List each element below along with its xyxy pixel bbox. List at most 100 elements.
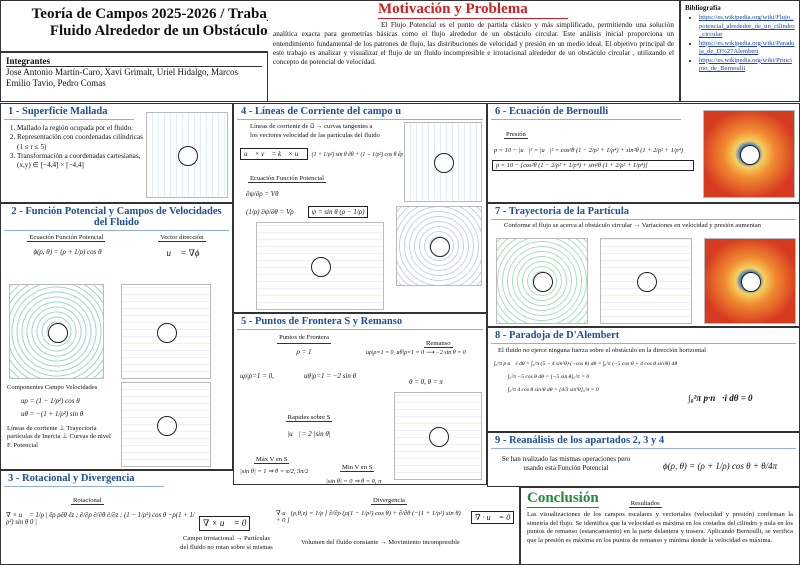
link[interactable]: https://es.wikipedia.org/wiki/Paradoja_d… <box>699 39 795 56</box>
motivation-title: Motivación y Problema <box>378 1 568 19</box>
subtitle: Fluido Alrededor de un Obstáculo Circula… <box>49 23 327 39</box>
velocity-plot-2 <box>121 382 211 467</box>
motivation-text: El Flujo Potencial es el punto de partid… <box>273 21 674 67</box>
section-9: 9 - Reanálisis de los apartados 2, 3 y 4… <box>487 432 800 487</box>
label: Remanso <box>424 340 453 348</box>
result: p = 10 − [cos²θ (1 − 2/ρ² + 1/ρ⁴) + sin²… <box>492 160 694 171</box>
label: Puntos de Frontera <box>277 334 331 344</box>
equation: ∫₀²π p·n⃗·î dθ = ∫₀²π (5 − 4 sin²θ)·(−co… <box>494 360 678 367</box>
equation: ∫₀²π −5 cos θ dθ = [−5 sin θ]₀²π = 0 <box>508 373 590 380</box>
list-item: Representación con coordenadas cilíndric… <box>17 133 147 152</box>
list-item: https://es.wikipedia.org/wiki/Paradoja_d… <box>699 40 795 57</box>
section-title: 4 - Líneas de Corriente del campo u⃗ <box>237 104 483 120</box>
section-title: 3 - Rotacional y Divergencia <box>4 471 164 487</box>
text: Se han realizado las mismas operaciones … <box>501 455 631 473</box>
bib-list: https://es.wikipedia.org/wiki/Flujo_pote… <box>699 14 795 74</box>
label: Máx V en S <box>254 456 290 464</box>
members-box: Integrantes Jose Antonio Martín-Caro, Xa… <box>0 52 268 102</box>
text: El fluido no ejerce ninguna fuerza sobre… <box>498 347 706 354</box>
label: Presión <box>504 131 528 139</box>
equation: uθ|ρ=1 = −2 sin θ <box>304 372 357 380</box>
note: Campo irrotacional → Partículas del flui… <box>180 535 273 551</box>
label: Resultados <box>628 500 662 508</box>
equation: (1 + 1/ρ²) sin θ êθ + (1 − 1/ρ²) cos θ ê… <box>311 152 404 159</box>
text: Líneas de corriente de u⃗ → curvas tange… <box>250 123 380 139</box>
list-item: https://es.wikipedia.org/wiki/Flujo_pote… <box>699 14 795 40</box>
link[interactable]: https://es.wikipedia.org/wiki/Flujo_pote… <box>699 14 795 39</box>
link[interactable]: https://es.wikipedia.org/wiki/Principio_… <box>699 56 792 73</box>
result: ∇ · u⃗ = 0 <box>471 511 515 524</box>
equation: ∂ψ/∂ρ = Vθ <box>246 190 279 199</box>
list-item: Mallado la región ocupada por el fluido. <box>17 124 147 133</box>
equation: ∇·u⃗(ρ,θ,z) = 1/ρ [ ∂/∂ρ (ρ(1 − 1/ρ²) co… <box>276 510 461 524</box>
section-7: 7 - Trayectoria de la Partícula Conforme… <box>487 203 800 327</box>
label: Componentes Campo Velocidades <box>7 384 98 391</box>
motivation: Motivación y Problema El Flujo Potencial… <box>268 0 680 102</box>
result: ∫₀²π p·n⃗·î dθ = 0 <box>688 393 753 403</box>
note: Líneas de corriente ⊥ Trayectoria partíc… <box>7 424 111 449</box>
section-4: 4 - Líneas de Corriente del campo u⃗ Lín… <box>233 103 487 313</box>
section-3: 3 - Rotacional y Divergencia Rotacional … <box>0 470 520 565</box>
equation: |u⃗| = 2 |sin θ| <box>287 430 331 438</box>
equation: uρ|ρ=1 = 0, <box>240 372 274 380</box>
result: ψ = sin θ (ρ − 1/ρ) <box>307 206 369 219</box>
section-title: 9 - Reanálisis de los apartados 2, 3 y 4 <box>491 433 796 449</box>
trajectory-plot-3 <box>704 238 796 324</box>
label: Rotacional <box>71 497 104 505</box>
equation: |sin θ| = 0 ⇒ θ = 0, π <box>326 478 382 485</box>
conclusion-title: Conclusión <box>527 490 599 508</box>
result: ∇ × u⃗ = 0 <box>199 516 251 531</box>
section-title: 2 - Función Potencial y Campos de Veloci… <box>4 204 229 231</box>
label: Rapidez sobre S <box>285 414 333 422</box>
potential-plot <box>396 206 482 286</box>
equation: θ = 0, θ = π <box>409 378 443 386</box>
section-title: 6 - Ecuación de Bernoulli <box>491 104 681 120</box>
equation: uρ = (1 − 1/ρ²) cos θ <box>21 396 80 405</box>
section-5: 5 - Puntos de Frontera S y Remanso Punto… <box>233 313 487 485</box>
label: Divergencia <box>371 497 408 505</box>
label: Ecuación Función Potencial <box>248 175 326 184</box>
streamline-plot <box>404 122 482 202</box>
equation: |sin θ| = 1 ⇒ θ = π/2, 3π/2 <box>240 468 309 475</box>
list-item: Transformación a coordenadas cartesianas… <box>17 152 147 171</box>
equation: ∫₀²π 4 cos θ sin²θ dθ = [4/3 sin³θ]₀²π =… <box>508 386 599 393</box>
velocity-plot <box>121 284 211 379</box>
components: Componentes Campo Velocidades uρ = (1 − … <box>7 384 117 450</box>
members-label: Integrantes <box>6 56 262 67</box>
section-title: 7 - Trayectoria de la Partícula <box>491 204 796 220</box>
streamline-plot-2 <box>256 222 384 310</box>
section-title: 1 - Superficie Mallada <box>4 104 134 120</box>
section-1: 1 - Superficie Mallada Mallado la región… <box>0 103 233 203</box>
equation: ρ = 1 <box>296 347 312 356</box>
section-8: 8 - Paradoja de D'Alembert El fluido no … <box>487 327 800 432</box>
equation: u⃗ × v⃗ = k⃗ × u⃗ <box>240 148 308 161</box>
label: Min V en S <box>340 464 375 472</box>
mesh-plot <box>146 112 228 198</box>
s1-list: Mallado la región ocupada por el fluido.… <box>17 124 147 171</box>
equation: p = 10 − |u⃗|² = |u⃗|² = cos²θ (1 − 2/ρ²… <box>494 147 683 154</box>
equation: ϕ(ρ, θ) = (ρ + 1/ρ) cos θ <box>33 248 102 256</box>
section-title: 5 - Puntos de Frontera S y Remanso <box>237 314 483 330</box>
label: Vector dirección <box>158 234 206 242</box>
trajectory-plot <box>496 238 588 324</box>
conclusion: Conclusión Resultados Las visualizacione… <box>520 487 800 565</box>
section-6: 6 - Ecuación de Bernoulli Presión p = 10… <box>487 103 800 203</box>
equation: uρ|ρ=1 = 0, uθ|ρ=1 = 0 ⟶ −2 sin θ = 0 <box>366 350 466 356</box>
conclusion-text: Las visualizaciones de los campos escala… <box>527 511 793 544</box>
potential-plot <box>9 284 104 379</box>
trajectory-plot-2 <box>600 238 692 324</box>
section-2: 2 - Función Potencial y Campos de Veloci… <box>0 203 233 470</box>
title: Teoría de Campos 2025-2026 / Trabajo Gru… <box>31 6 345 22</box>
bibliography: Bibliografía https://es.wikipedia.org/wi… <box>680 0 800 102</box>
bib-title: Bibliografía <box>685 4 721 12</box>
equation: ϕ(ρ, θ) = (ρ + 1/ρ) cos θ + θ/4π <box>663 461 778 471</box>
equation: (1/ρ) ∂ψ/∂θ = Vρ <box>246 208 294 217</box>
frontier-plot <box>394 392 482 480</box>
members: Jose Antonio Martín-Caro, Xavi Grimalt, … <box>6 67 238 89</box>
text: Conforme el flujo se acerca al obstáculo… <box>504 222 761 229</box>
note: Volumen del fluido constante → Movimient… <box>301 539 460 546</box>
equation: uθ = −(1 + 1/ρ²) sin θ <box>21 409 84 418</box>
list-item: https://es.wikipedia.org/wiki/Principio_… <box>699 57 795 74</box>
section-title: 8 - Paradoja de D'Alembert <box>491 328 796 344</box>
